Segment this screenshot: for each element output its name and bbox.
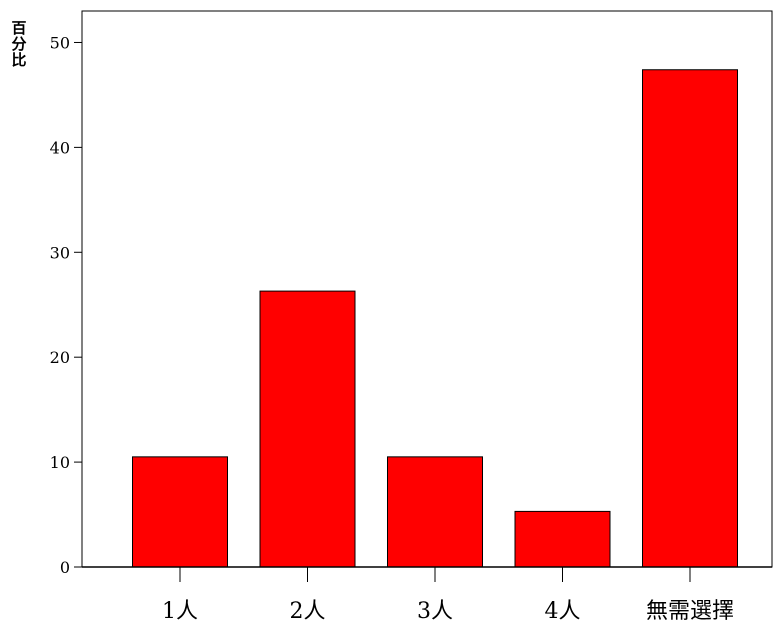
x-tick-label: 無需選擇: [646, 599, 734, 624]
bar: [132, 456, 228, 568]
bar: [259, 290, 356, 568]
y-tick-label: 0: [60, 558, 70, 577]
bar: [642, 69, 738, 568]
x-tick-label: 4人: [545, 599, 581, 624]
y-tick-label: 30: [50, 243, 70, 262]
bar: [514, 510, 611, 568]
y-tick-label: 40: [50, 138, 70, 157]
y-tick-label: 20: [50, 348, 70, 367]
y-axis-label: 百分比: [11, 19, 27, 69]
x-tick-label: 3人: [417, 599, 453, 624]
y-tick-label: 10: [50, 453, 70, 472]
y-tick-label: 50: [50, 33, 70, 52]
x-tick-label: 1人: [162, 599, 198, 624]
x-tick-label: 2人: [290, 599, 326, 624]
bar: [387, 456, 483, 568]
